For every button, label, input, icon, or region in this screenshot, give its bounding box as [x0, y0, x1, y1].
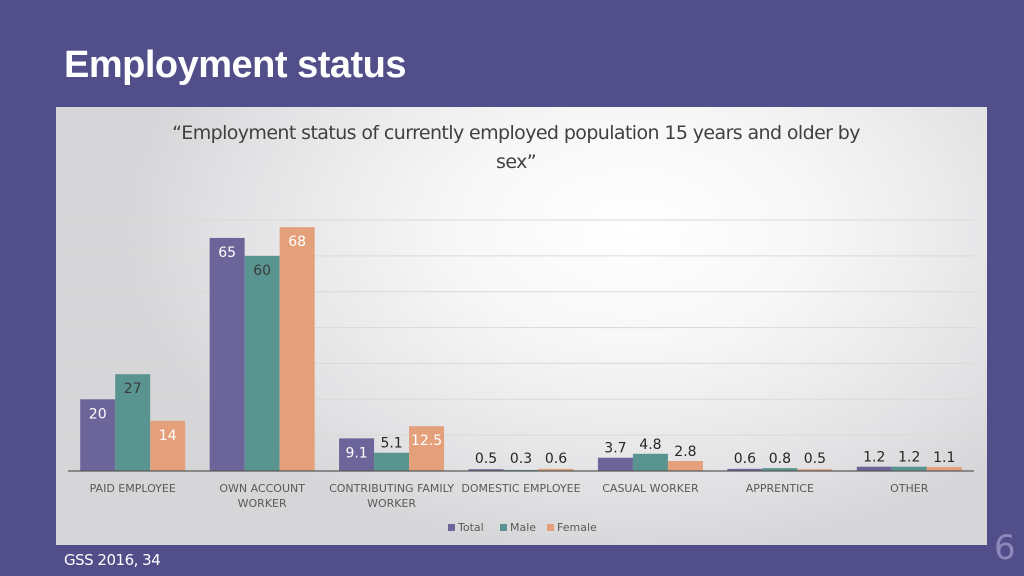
bar-paid-employee-female — [150, 420, 186, 471]
legend-swatch-total — [448, 524, 455, 531]
chart-title-line-2: sex” — [496, 151, 537, 173]
bars — [80, 227, 962, 471]
legend-swatch-female — [547, 524, 554, 531]
data-label-domestic-employee-male: 0.3 — [510, 451, 532, 467]
data-label-contributing-family-worker-total: 9.1 — [345, 445, 367, 461]
data-label-casual-worker-female: 2.8 — [674, 444, 696, 460]
bar-contributing-family-worker-female — [409, 426, 445, 471]
x-tick-label-domestic-employee: DOMESTIC EMPLOYEE — [461, 482, 580, 495]
data-label-paid-employee-female: 14 — [159, 428, 177, 444]
slide-number: 6 — [994, 528, 1016, 568]
source-note: GSS 2016, 34 — [64, 551, 161, 569]
bar-other-total — [856, 466, 892, 471]
bar-chart: 20 27 14 65 60 68 9.1 5.1 12.5 0.5 0.3 0.6 3.7 4.8 2.8… — [68, 219, 974, 534]
slide-title: Employment status — [64, 44, 407, 86]
data-label-casual-worker-male: 4.8 — [639, 437, 661, 453]
x-tick-label-own-account-worker-line-1: OWN ACCOUNT — [219, 482, 305, 495]
x-tick-label-other: OTHER — [890, 482, 929, 495]
x-tick-label-paid-employee: PAID EMPLOYEE — [90, 482, 176, 495]
data-label-own-account-worker-male: 60 — [253, 263, 271, 279]
bar-other-female — [926, 467, 962, 471]
bar-paid-employee-male — [115, 374, 151, 471]
legend-swatch-male — [500, 524, 507, 531]
bar-own-account-worker-male — [244, 255, 280, 471]
legend-label-female: Female — [557, 521, 597, 534]
x-tick-label-own-account-worker-line-2: WORKER — [238, 497, 287, 510]
bar-other-male — [891, 466, 927, 471]
data-label-contributing-family-worker-male: 5.1 — [380, 436, 402, 452]
data-label-own-account-worker-total: 65 — [218, 245, 236, 261]
bar-own-account-worker-total — [209, 237, 245, 471]
bar-apprentice-total — [727, 468, 763, 471]
data-label-own-account-worker-female: 68 — [288, 234, 306, 250]
data-label-apprentice-total: 0.6 — [734, 451, 756, 467]
x-tick-label-contributing-family-worker-line-1: CONTRIBUTING FAMILY — [329, 482, 454, 495]
bar-domestic-employee-female — [538, 468, 574, 471]
data-label-other-female: 1.1 — [933, 450, 955, 466]
data-label-domestic-employee-female: 0.6 — [545, 451, 567, 467]
bar-casual-worker-male — [632, 453, 668, 471]
bar-paid-employee-total — [80, 399, 116, 471]
x-axis: PAID EMPLOYEE OWN ACCOUNT WORKER CONTRIBUTI… — [68, 470, 974, 510]
bar-casual-worker-female — [667, 460, 703, 471]
data-label-paid-employee-total: 20 — [89, 406, 107, 422]
data-label-domestic-employee-total: 0.5 — [475, 451, 497, 467]
legend-label-total: Total — [457, 521, 484, 534]
x-tick-label-casual-worker: CASUAL WORKER — [602, 482, 699, 495]
data-label-apprentice-female: 0.5 — [804, 451, 826, 467]
legend-label-male: Male — [510, 521, 536, 534]
chart-title: “Employment status of currently employed… — [156, 119, 876, 177]
data-label-other-total: 1.2 — [863, 450, 885, 466]
bar-apprentice-female — [797, 469, 833, 471]
bar-contributing-family-worker-total — [339, 438, 375, 471]
bar-own-account-worker-female — [279, 227, 315, 471]
x-tick-label-apprentice: APPRENTICE — [746, 482, 814, 495]
bar-domestic-employee-total — [468, 469, 504, 471]
gridlines — [68, 219, 974, 436]
data-label-apprentice-male: 0.8 — [769, 451, 791, 467]
chart-panel: “Employment status of currently employed… — [56, 107, 987, 545]
x-tick-label-contributing-family-worker-line-2: WORKER — [367, 497, 416, 510]
bar-apprentice-male — [762, 468, 798, 471]
bar-casual-worker-total — [597, 457, 633, 471]
data-labels: 20 27 14 65 60 68 9.1 5.1 12.5 0.5 0.3 0.6 3.7 4.8 2.8… — [89, 234, 956, 467]
data-label-casual-worker-total: 3.7 — [604, 441, 626, 457]
data-label-paid-employee-male: 27 — [124, 381, 142, 397]
data-label-contributing-family-worker-female: 12.5 — [411, 433, 442, 449]
chart-title-line-1: “Employment status of currently employed… — [172, 122, 860, 144]
data-label-other-male: 1.2 — [898, 450, 920, 466]
legend: Total Male Female — [448, 521, 597, 534]
bar-contributing-family-worker-male — [374, 452, 410, 471]
